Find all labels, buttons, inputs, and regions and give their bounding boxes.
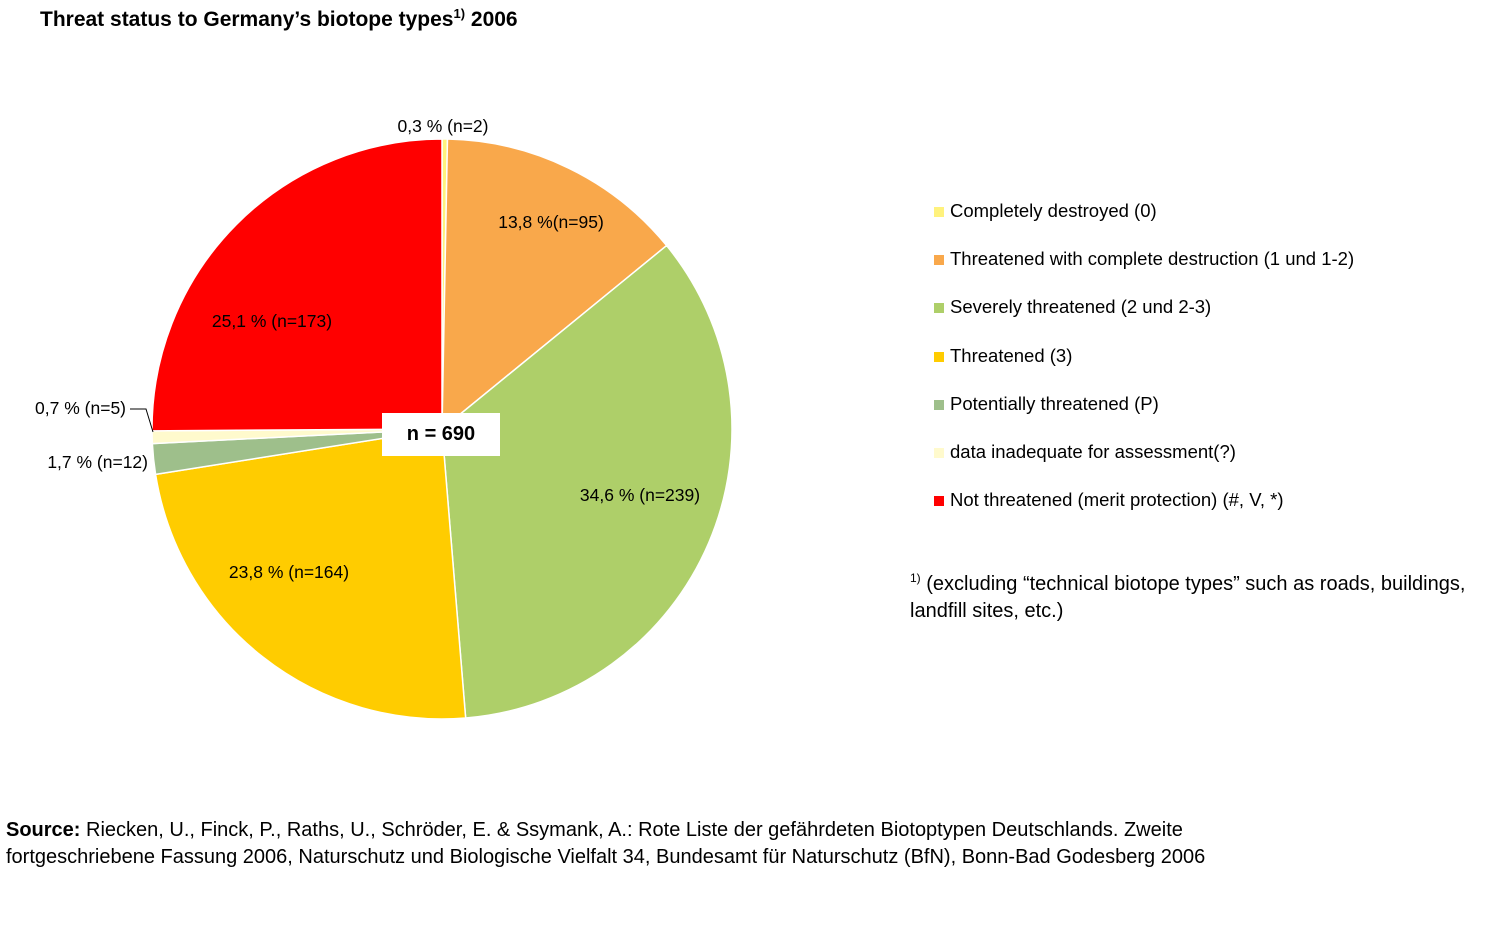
pie-slice-not-threatened-merit-protection-v [151, 138, 443, 432]
legend-label: Threatened (3) [950, 344, 1073, 366]
pie-chart: 0,3 % (n=2) 13,8 %(n=95) 34,6 % (n=239) 23,… [35, 116, 733, 720]
legend: Completely destroyed (0) Threatened with … [934, 200, 1354, 537]
data-label-severely-threatened-2-und-2-3: 34,6 % (n=239) [580, 485, 700, 505]
data-label-not-threatened-merit-protection-v: 25,1 % (n=173) [212, 311, 332, 331]
data-label-threatened-3: 23,8 % (n=164) [229, 562, 349, 582]
pie-slice-severely-threatened-2-und-2-3 [441, 244, 733, 719]
title-footnote-marker: 1) [453, 6, 466, 21]
legend-label: Threatened with complete destruction (1 … [950, 248, 1355, 270]
legend-swatch [934, 207, 944, 217]
legend-item-threatened-with-complete-destruction-1-und-1-2: Threatened with complete destruction (1 … [934, 248, 1354, 296]
source-citation: Source: Riecken, U., Finck, P., Raths, U… [6, 817, 1205, 871]
legend-swatch [934, 351, 944, 362]
legend-label: data inadequate for assessment(?) [950, 440, 1236, 462]
data-label-potentially-threatened-p: 1,7 % (n=12) [47, 452, 148, 472]
legend-label: Completely destroyed (0) [950, 200, 1157, 221]
legend-item-not-threatened-merit-protection-v: Not threatened (merit protection) (#, V,… [934, 489, 1354, 537]
legend-item-completely-destroyed-0: Completely destroyed (0) [934, 200, 1354, 248]
legend-swatch [934, 303, 944, 314]
legend-item-data-inadequate-for-assessment: data inadequate for assessment(?) [934, 441, 1354, 489]
pie-slice-threatened-with-complete-destruction-1-und-1-2 [441, 138, 668, 431]
total-count-box: n = 690 [382, 413, 500, 456]
data-label-data-inadequate-for-assessment: 0,7 % (n=5) [35, 398, 126, 418]
data-label-completely-destroyed-0: 0,3 % (n=2) [398, 116, 489, 136]
footnote: 1) (excluding “technical biotope types” … [910, 565, 1502, 625]
source-text: Riecken, U., Finck, P., Raths, U., Schrö… [86, 819, 1183, 841]
source-text-line2: fortgeschriebene Fassung 2006, Naturschu… [6, 846, 1206, 868]
leader-line-data-inadequate-for-assessment [130, 408, 154, 433]
legend-swatch [934, 255, 944, 266]
footnote-marker: 1) [910, 571, 921, 585]
legend-label: Not threatened (merit protection) (#, V,… [950, 489, 1284, 511]
footnote-text: (excluding “technical biotope types” suc… [910, 573, 1466, 622]
pie-slice-threatened-3 [154, 428, 467, 720]
legend-swatch [934, 496, 944, 507]
legend-label: Severely threatened (2 und 2-3) [950, 296, 1212, 318]
source-label: Source: [6, 819, 81, 841]
title-year: 2006 [470, 8, 518, 31]
legend-swatch [934, 447, 944, 458]
chart-title: Threat status to Germany’s biotope types… [40, 6, 518, 31]
data-label-threatened-with-complete-destruction-1-und-1-2: 13,8 %(n=95) [498, 212, 604, 232]
legend-swatch [934, 399, 944, 410]
legend-label: Potentially threatened (P) [950, 392, 1159, 414]
legend-item-potentially-threatened-p: Potentially threatened (P) [934, 393, 1354, 441]
legend-item-severely-threatened-2-und-2-3: Severely threatened (2 und 2-3) [934, 296, 1354, 344]
legend-item-threatened-3: Threatened (3) [934, 345, 1354, 393]
